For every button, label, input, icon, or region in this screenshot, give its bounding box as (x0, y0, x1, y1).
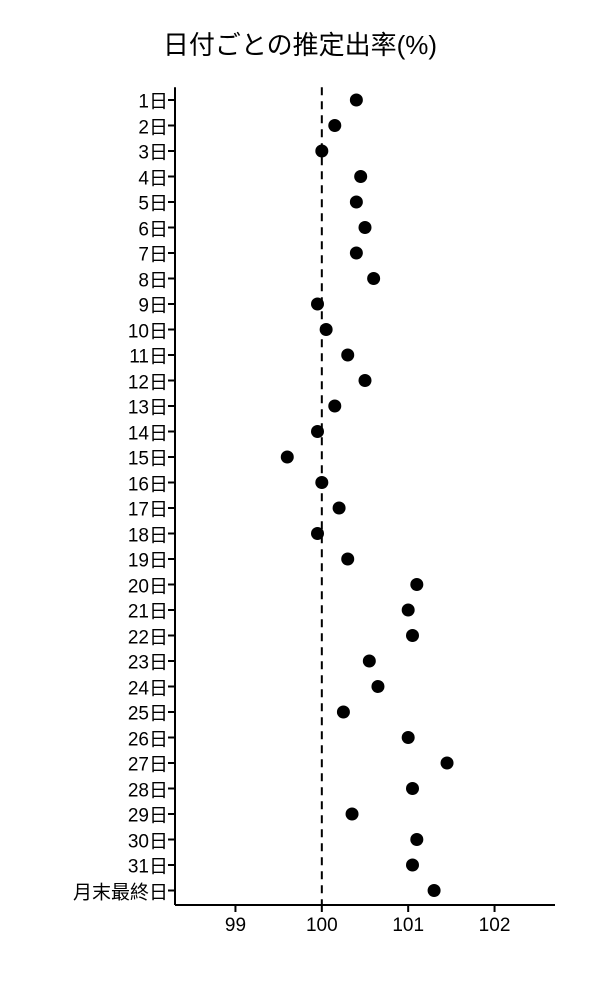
y-axis-label: 17日 (128, 495, 168, 522)
data-point (354, 170, 367, 183)
data-point (410, 578, 423, 591)
y-axis-label: 4日 (138, 163, 168, 190)
data-point (359, 374, 372, 387)
data-point (328, 119, 341, 132)
y-axis-label: 19日 (128, 546, 168, 573)
y-axis-label: 26日 (128, 724, 168, 751)
chart-title: 日付ごとの推定出率(%) (0, 25, 600, 62)
y-axis-label: 6日 (138, 214, 168, 241)
data-point (341, 349, 354, 362)
y-axis-label: 12日 (128, 367, 168, 394)
y-axis-label: 14日 (128, 418, 168, 445)
chart-container: 日付ごとの推定出率(%) 1日2日3日4日5日6日7日8日9日10日11日12日… (0, 0, 600, 1000)
data-point (428, 884, 441, 897)
x-axis-label: 99 (225, 915, 246, 937)
data-point (350, 247, 363, 260)
data-point (402, 604, 415, 617)
data-point (337, 706, 350, 719)
y-axis-label: 18日 (128, 520, 168, 547)
data-point (341, 553, 354, 566)
plot-area (175, 80, 555, 920)
y-axis-label: 23日 (128, 648, 168, 675)
data-point (410, 833, 423, 846)
data-point (315, 145, 328, 158)
y-axis-label: 9日 (138, 291, 168, 318)
y-axis-label: 21日 (128, 597, 168, 624)
data-point (350, 94, 363, 107)
y-axis-label: 24日 (128, 673, 168, 700)
y-axis-label: 25日 (128, 699, 168, 726)
data-point (320, 323, 333, 336)
y-axis-label: 28日 (128, 775, 168, 802)
y-axis-label: 22日 (128, 622, 168, 649)
data-point (441, 757, 454, 770)
x-axis-label: 100 (306, 915, 338, 937)
data-point (363, 655, 376, 668)
y-axis-label: 3日 (138, 138, 168, 165)
y-axis-label: 2日 (138, 112, 168, 139)
y-axis-label: 1日 (138, 87, 168, 114)
y-axis-label: 10日 (128, 316, 168, 343)
x-axis-label: 102 (479, 915, 511, 937)
y-axis-label: 30日 (128, 826, 168, 853)
data-point (346, 808, 359, 821)
data-point (359, 221, 372, 234)
data-point (315, 476, 328, 489)
y-axis-label: 31日 (128, 852, 168, 879)
data-point (333, 502, 346, 515)
y-axis-label: 月末最終日 (73, 877, 168, 904)
y-axis-label: 11日 (129, 342, 168, 369)
data-point (406, 629, 419, 642)
y-axis-label: 13日 (128, 393, 168, 420)
data-point (311, 527, 324, 540)
y-axis-label: 29日 (128, 801, 168, 828)
data-point (406, 859, 419, 872)
data-point (350, 196, 363, 209)
data-point (281, 451, 294, 464)
data-point (371, 680, 384, 693)
y-axis-label: 8日 (138, 265, 168, 292)
x-axis-label: 101 (392, 915, 424, 937)
data-point (311, 425, 324, 438)
y-axis-label: 5日 (138, 189, 168, 216)
y-axis-label: 7日 (138, 240, 168, 267)
data-point (311, 298, 324, 311)
data-point (328, 400, 341, 413)
y-axis-label: 15日 (128, 444, 168, 471)
y-axis-label: 27日 (128, 750, 168, 777)
data-point (367, 272, 380, 285)
y-axis-label: 16日 (128, 469, 168, 496)
y-axis-label: 20日 (128, 571, 168, 598)
data-point (406, 782, 419, 795)
data-point (402, 731, 415, 744)
